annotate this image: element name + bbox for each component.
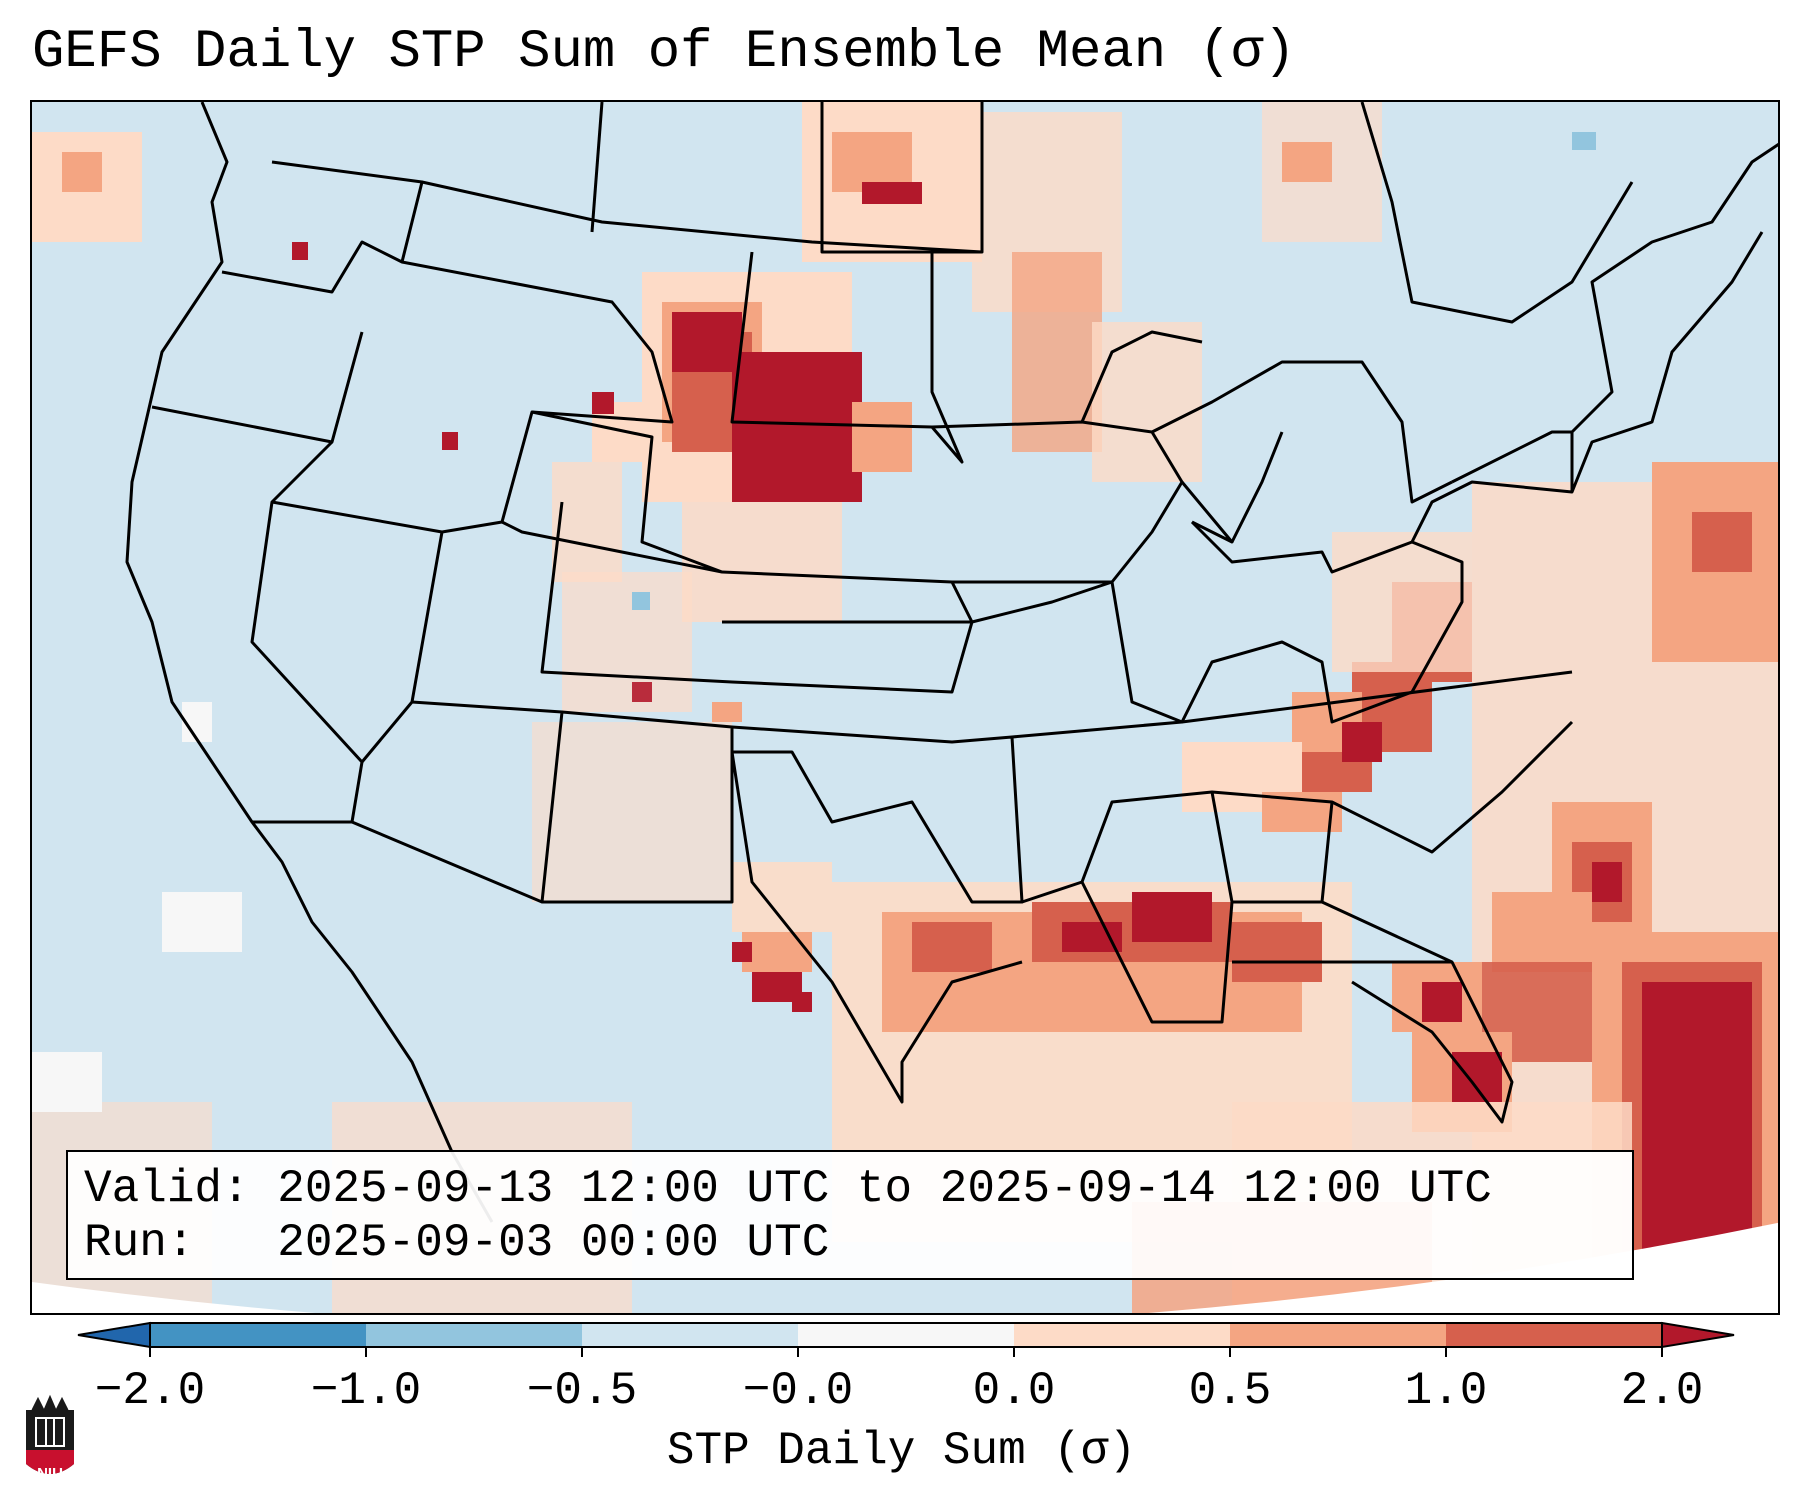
colorbar-label: STP Daily Sum (σ) xyxy=(666,1425,1137,1477)
niu-logo: NIU xyxy=(22,1392,78,1484)
run-time-text: Run: 2025-09-03 00:00 UTC xyxy=(84,1217,830,1269)
colorbar-tick-label: −0.0 xyxy=(742,1365,854,1417)
colorbar-segment xyxy=(1446,1323,1663,1347)
colorbar-segment xyxy=(798,1323,1015,1347)
valid-time-text: Valid: 2025-09-13 12:00 UTC to 2025-09-1… xyxy=(84,1163,1492,1215)
colorbar-tick-label: −1.0 xyxy=(310,1365,422,1417)
colorbar-segment xyxy=(1230,1323,1447,1347)
west-coastline xyxy=(125,102,494,1223)
colorbar-outline xyxy=(149,1322,1663,1348)
state-boundaries xyxy=(125,102,1778,1223)
niu-shield-icon xyxy=(26,1394,74,1474)
colorbar-tick-label: 1.0 xyxy=(1404,1365,1488,1417)
colorbar-segment xyxy=(582,1323,799,1347)
map-svg xyxy=(32,102,1778,1313)
colorbar-tick-label: 2.0 xyxy=(1620,1365,1704,1417)
colorbar-segment xyxy=(366,1323,583,1347)
colorbar-tick-marks xyxy=(149,1347,1663,1357)
colorbar-extend-max xyxy=(1661,1321,1735,1349)
logo-text: NIU xyxy=(37,1465,63,1482)
colorbar-segments xyxy=(77,1321,1735,1349)
colorbar-tick-label: −0.5 xyxy=(526,1365,638,1417)
colorbar-segment xyxy=(1014,1323,1231,1347)
colorbar-segment xyxy=(150,1323,367,1347)
valid-run-info-box: Valid: 2025-09-13 12:00 UTC to 2025-09-1… xyxy=(66,1150,1634,1280)
colorbar-tick-label: 0.0 xyxy=(972,1365,1056,1417)
colorbar-tick-label: 0.5 xyxy=(1188,1365,1272,1417)
colorbar-extend-min xyxy=(77,1321,151,1349)
colorbar-tick-label: −2.0 xyxy=(94,1365,206,1417)
chart-title: GEFS Daily STP Sum of Ensemble Mean (σ) xyxy=(32,22,1296,83)
map-panel xyxy=(30,100,1780,1315)
